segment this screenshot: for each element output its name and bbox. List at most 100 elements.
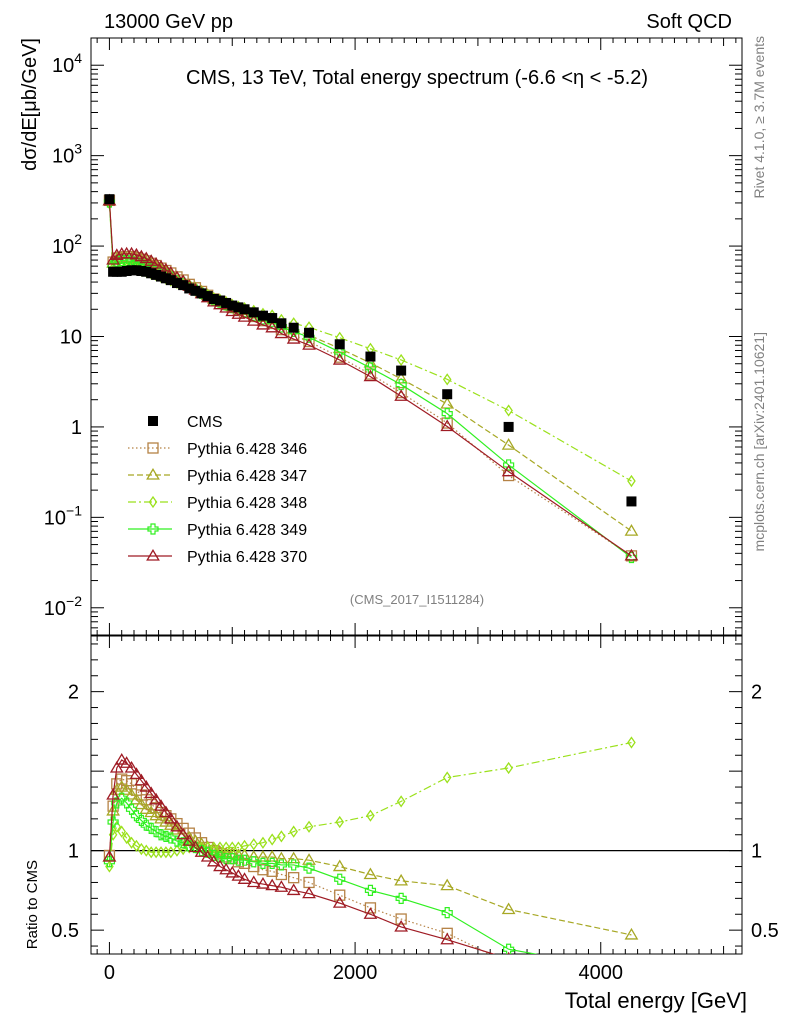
cms-data-point — [365, 351, 376, 362]
series-370-ratio-point — [124, 760, 139, 773]
series-347-ratio-point — [286, 851, 301, 864]
series-347-ratio-point — [440, 878, 455, 891]
y-axis-label: dσ/dE[μb/GeV] — [19, 38, 41, 171]
cms-data-point — [276, 318, 287, 329]
series-370-ratio-point — [119, 756, 134, 768]
series-346-ratio-point — [626, 965, 636, 975]
series-370-ratio-point — [188, 840, 203, 853]
series-348-ratio-point — [127, 836, 136, 849]
series-370-ratio-point — [102, 849, 117, 862]
series-348-ratio-point — [277, 830, 286, 843]
series-346-ratio-point — [334, 889, 346, 901]
series-370-ratio-point — [219, 862, 233, 875]
main-series — [102, 193, 639, 564]
cms-data-point — [227, 300, 238, 311]
series-349-ratio-point — [121, 797, 133, 809]
series-370-ratio-point — [144, 786, 159, 799]
series-348-ratio-point — [442, 771, 452, 784]
y-tick-label: 10−1 — [44, 502, 82, 529]
series-370-ratio-point — [200, 849, 215, 862]
series-347-ratio-point — [363, 867, 378, 880]
series-370-point — [394, 389, 409, 401]
series-370-ratio-point — [225, 865, 240, 878]
legend-marker — [147, 523, 159, 535]
x-axis-label: Total energy [GeV] — [565, 988, 747, 1013]
analysis-tag: (CMS_2017_I1511284) — [350, 592, 484, 607]
series-347-ratio-point — [256, 849, 270, 862]
series-348-ratio-point — [335, 815, 345, 829]
series-348-point — [627, 474, 636, 488]
series-370-point — [332, 352, 347, 365]
series-370-ratio-point — [163, 811, 178, 824]
series-349-point — [625, 551, 638, 564]
series-370-ratio-line — [108, 759, 496, 954]
cms-data-point — [248, 307, 259, 318]
cms-data-point — [304, 327, 315, 338]
series-349-ratio-point — [441, 907, 453, 919]
series-370-ratio-point — [149, 792, 163, 805]
series-347-ratio-point — [134, 797, 149, 810]
series-347-ratio-point — [119, 783, 134, 795]
cms-data-point — [214, 295, 225, 306]
legend: CMS Pythia 6.428 346 Pythia 6.428 347 Pythi… — [128, 414, 307, 566]
series-370-ratio-point — [237, 872, 252, 884]
cms-data-point — [196, 288, 207, 299]
series-347-ratio-point — [302, 853, 316, 865]
y-tick-label: 10−2 — [44, 593, 82, 620]
series-349-ratio-point — [275, 859, 287, 871]
series-348-ratio-point — [504, 761, 513, 775]
series-347-point — [624, 524, 639, 536]
cms-data-point — [442, 389, 453, 400]
series-348-ratio-point — [122, 831, 131, 845]
series-370-ratio-point — [109, 760, 124, 773]
series-370-ratio-point — [440, 932, 455, 945]
series-349-ratio-point — [266, 857, 278, 869]
series-370-ratio-point — [154, 799, 168, 811]
series-370-point — [265, 320, 280, 333]
header-left: 13000 GeV pp — [104, 11, 233, 33]
y-tick-label: 102 — [52, 231, 82, 258]
cms-data-point — [396, 365, 407, 376]
series-347-ratio-point — [159, 814, 173, 827]
series-370-point — [302, 338, 316, 350]
cms-data-point — [288, 322, 299, 333]
series-370-ratio-point — [286, 883, 301, 896]
series-348-ratio-point — [267, 833, 277, 846]
series-347-ratio-point — [163, 818, 178, 830]
series-349-ratio-point — [155, 829, 167, 841]
series-348-line — [108, 203, 632, 482]
series-348-ratio-point — [627, 736, 636, 749]
series-346-ratio-point — [364, 902, 377, 914]
series-349-ratio-point — [238, 854, 251, 866]
series-346-ratio-point — [288, 872, 300, 884]
series-347-ratio-point — [501, 902, 516, 915]
series-346-ratio-point — [395, 913, 407, 925]
ratio-tick-label-right: 0.5 — [751, 920, 779, 942]
series-348-ratio-point — [258, 836, 268, 849]
series-370-ratio-point — [134, 773, 149, 786]
series-370-point — [624, 548, 639, 561]
series-370-point — [256, 317, 270, 330]
series-370-point — [440, 419, 455, 432]
cms-data-point — [184, 283, 195, 294]
series-370-point — [286, 332, 301, 344]
series-349-ratio-point — [257, 857, 269, 869]
series-347-ratio-point — [265, 849, 280, 862]
series-347-ratio-point — [149, 808, 163, 821]
series-370-ratio-point — [182, 834, 197, 846]
cms-data-point — [626, 496, 637, 507]
header-right: Soft QCD — [646, 11, 732, 33]
legend-marker — [146, 548, 160, 561]
series-348-ratio-point — [366, 809, 375, 822]
cms-data-point — [334, 339, 345, 350]
series-370-ratio-point — [176, 827, 191, 840]
series-370-ratio-point — [213, 859, 227, 872]
cms-data-point — [171, 278, 182, 289]
series-348-ratio-point — [240, 839, 249, 853]
series-348-point — [442, 373, 452, 386]
y-tick-label: 104 — [52, 50, 82, 77]
series-370-point — [274, 326, 289, 339]
cms-data-point — [221, 297, 232, 308]
series-348-point — [504, 404, 513, 417]
series-349-ratio-point — [135, 814, 147, 827]
